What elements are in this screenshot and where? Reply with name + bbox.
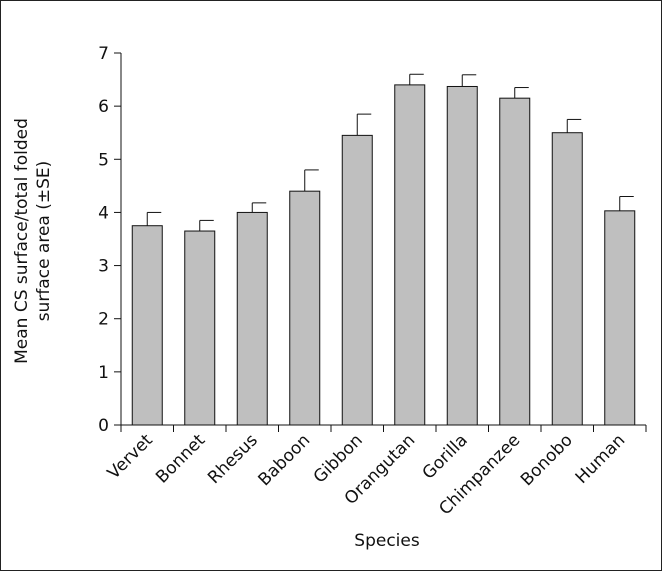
bar-baboon	[289, 190, 321, 426]
x-tick-label: Human	[572, 430, 629, 487]
bar-rhesus	[236, 211, 268, 426]
bar-gorilla	[446, 85, 478, 426]
bar-orangutan	[394, 84, 426, 426]
bar-human	[604, 210, 636, 426]
bars	[131, 73, 636, 426]
x-tick-label: Baboon	[255, 430, 315, 490]
x-axis-title: Species	[354, 531, 420, 551]
y-axis-title-line1: Mean CS surface/total folded	[12, 118, 32, 364]
y-tick-label: 0	[98, 416, 109, 436]
y-axis-title-line2: surface area (±SE)	[34, 161, 54, 322]
y-axis: 0 1 2 3 4 5 6 7	[98, 44, 122, 436]
y-tick-label: 3	[98, 257, 109, 277]
bar-chimpanzee	[499, 97, 531, 426]
x-tick-label: Vervet	[104, 430, 157, 483]
y-tick-label: 1	[98, 363, 109, 383]
bar-bonnet	[184, 230, 216, 426]
y-tick-label: 4	[98, 203, 109, 223]
x-tick-label: Bonnet	[152, 430, 209, 487]
y-tick-label: 6	[98, 97, 109, 117]
y-tick-label: 2	[98, 310, 109, 330]
x-tick-label: Bonobo	[517, 430, 577, 490]
y-tick-label: 7	[98, 44, 109, 64]
bar-vervet	[131, 225, 163, 426]
x-tick-label: Rhesus	[204, 430, 262, 488]
y-tick-label: 5	[98, 150, 109, 170]
bar-bonobo	[551, 132, 583, 426]
bar-gibbon	[341, 134, 373, 426]
